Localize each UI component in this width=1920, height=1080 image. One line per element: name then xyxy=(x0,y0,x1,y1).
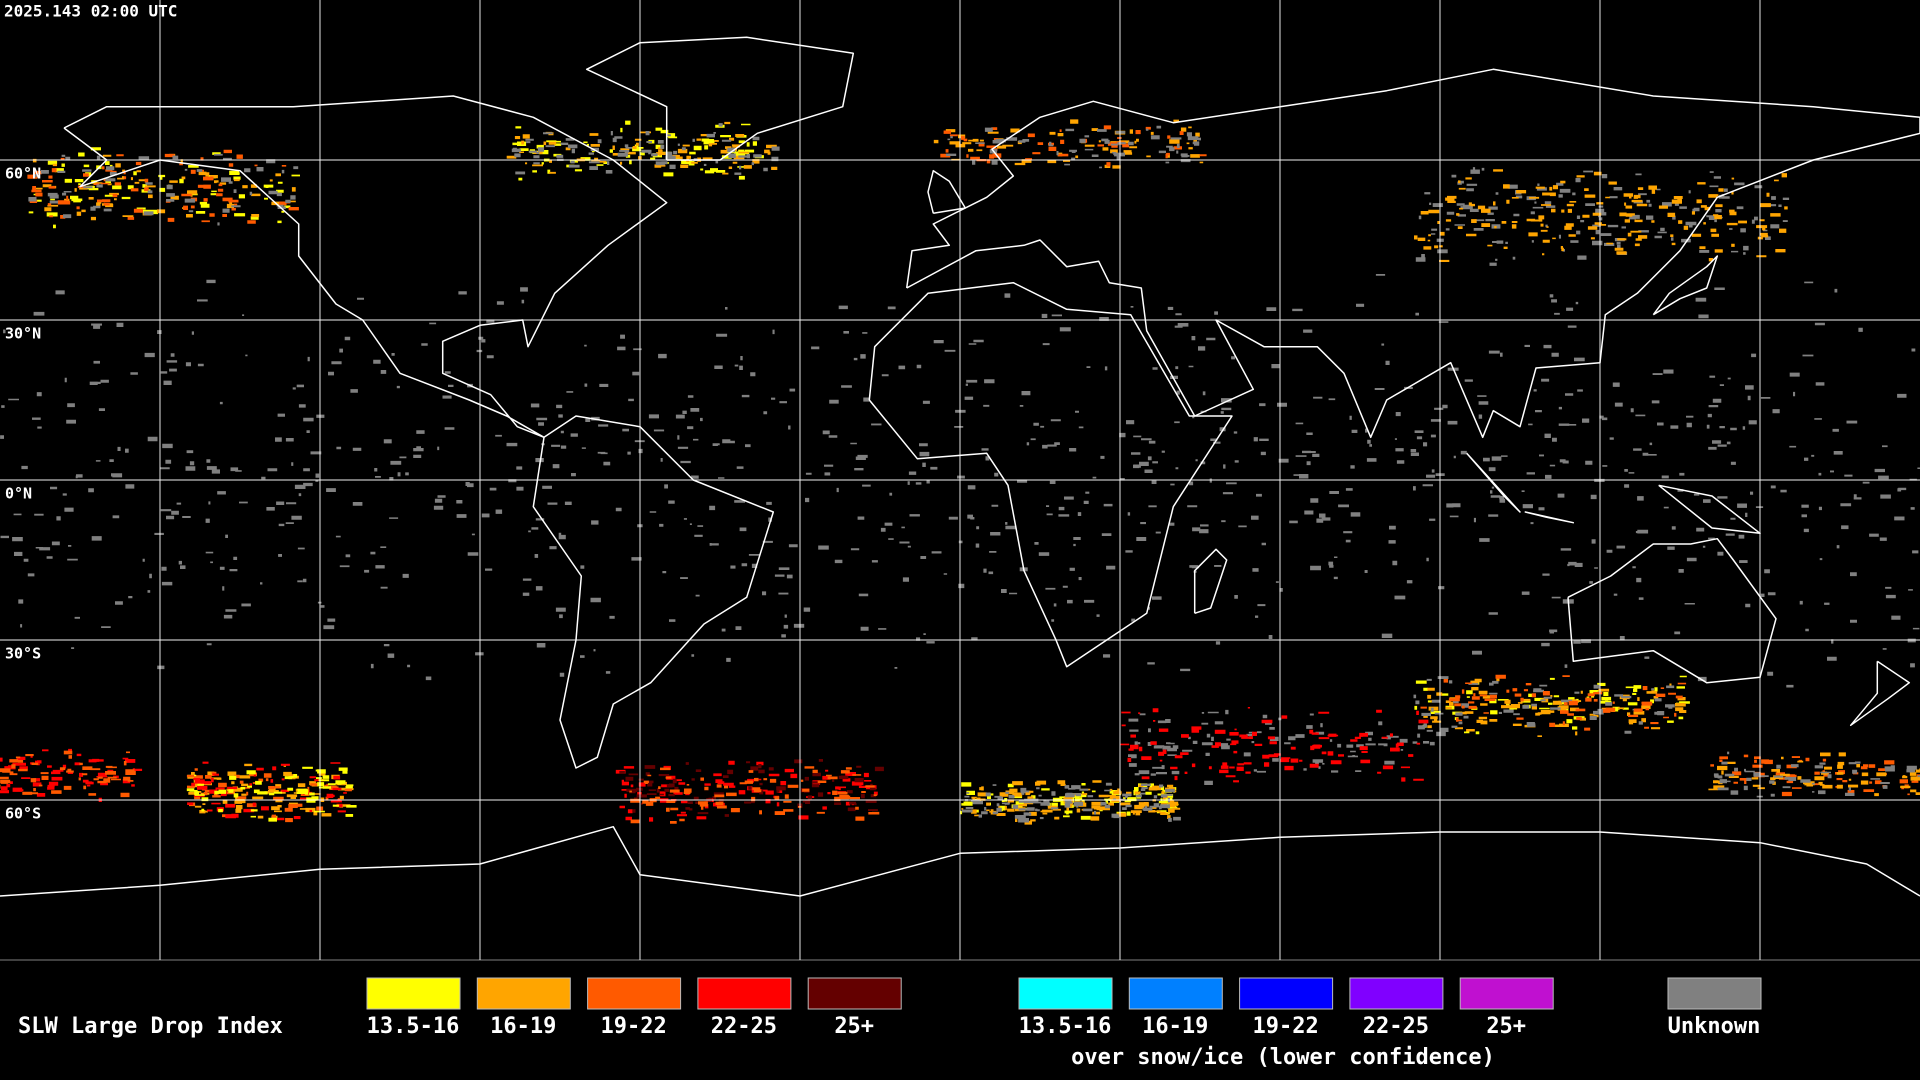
legend-label: 25+ xyxy=(834,1014,874,1039)
legend-swatch xyxy=(476,977,571,1010)
legend-label: 19-22 xyxy=(600,1014,666,1039)
coastline xyxy=(1652,255,1719,316)
cloud-patch xyxy=(1414,675,1690,735)
legend-swatch xyxy=(1018,977,1113,1010)
cloud-patch xyxy=(961,782,1181,823)
legend-swatch xyxy=(807,977,902,1010)
cloud-patch xyxy=(1413,676,1675,734)
legend-label: 16-19 xyxy=(490,1014,556,1039)
cloud-patch xyxy=(619,759,884,817)
legend-label: 25+ xyxy=(1486,1014,1526,1039)
cloud-patch xyxy=(187,763,354,819)
timestamp: 2025.143 02:00 UTC xyxy=(4,2,177,21)
coastline xyxy=(1466,452,1521,513)
cloud-patch xyxy=(0,750,136,798)
cloud-patch xyxy=(0,748,143,802)
legend-swatch xyxy=(587,977,682,1010)
latitude-label: 60°S xyxy=(5,805,41,823)
cloud-patch xyxy=(506,121,778,175)
coastline xyxy=(1193,548,1228,615)
cloud-patch xyxy=(187,761,347,821)
legend-label: 13.5-16 xyxy=(1019,1014,1112,1039)
latitude-label: 60°N xyxy=(5,165,41,183)
legend-label: 22-25 xyxy=(711,1014,777,1039)
legend-label: Unknown xyxy=(1668,1014,1761,1039)
legend-label: 22-25 xyxy=(1363,1014,1429,1039)
legend-swatch xyxy=(366,977,461,1010)
latitude-label: 30°S xyxy=(5,645,41,663)
legend-label: 13.5-16 xyxy=(367,1014,460,1039)
cloud-patch xyxy=(28,147,300,229)
cloud-patch xyxy=(940,125,1207,167)
coastline xyxy=(1524,511,1575,524)
coastlines xyxy=(0,36,1920,897)
legend-swatch xyxy=(1349,977,1444,1010)
legend-label: 16-19 xyxy=(1142,1014,1208,1039)
legend-swatch xyxy=(1128,977,1223,1010)
cloud-patch xyxy=(186,768,352,823)
graticule: 60°N 30°N 0°N 30°S 60°S xyxy=(0,0,1920,960)
cloud-patch xyxy=(1414,169,1788,262)
cloud-layer xyxy=(0,119,1920,825)
legend-title: SLW Large Drop Index xyxy=(18,1014,283,1039)
legend-caption: over snow/ice (lower confidence) xyxy=(1071,1045,1495,1070)
legend-swatch xyxy=(697,977,792,1010)
cloud-patch xyxy=(1713,751,1920,798)
legend-swatch xyxy=(1459,977,1554,1010)
legend: SLW Large Drop Index 13.5-16 16-19 19-22 22… xyxy=(18,977,1762,1070)
coastline xyxy=(63,95,668,439)
legend-swatch xyxy=(1239,977,1334,1010)
coastline xyxy=(1849,660,1911,727)
cloud-patch xyxy=(28,153,299,226)
cloud-patch xyxy=(511,123,780,175)
latitude-label: 30°N xyxy=(5,325,41,343)
legend-label: 19-22 xyxy=(1252,1014,1318,1039)
cloud-patch xyxy=(32,153,296,221)
cloud-patch xyxy=(186,766,357,822)
legend-swatch xyxy=(1667,977,1762,1010)
coastline xyxy=(868,281,1233,668)
cloud-patch xyxy=(1708,752,1920,797)
latitude-label: 0°N xyxy=(5,485,32,503)
coastline xyxy=(532,415,775,769)
cloud-patch xyxy=(1710,754,1920,797)
coastline xyxy=(1567,537,1777,684)
cloud-patch xyxy=(1420,674,1687,731)
